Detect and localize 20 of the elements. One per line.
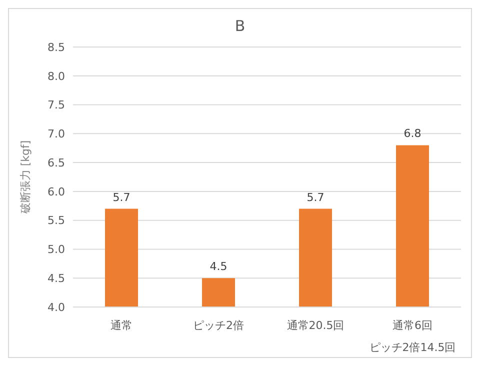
chart-title: B	[234, 16, 246, 37]
x-tick-label: 通常	[110, 319, 132, 332]
data-label: 6.8	[404, 127, 422, 140]
y-tick-label: 4.5	[48, 272, 65, 286]
y-tick-label: 8.5	[48, 40, 65, 54]
y-tick-label: 7.0	[48, 128, 65, 141]
y-tick-label: 5.5	[48, 214, 65, 228]
y-tick-label: 4.0	[48, 300, 65, 314]
data-label: 5.7	[112, 190, 130, 204]
x-tick-label: 通常20.5回	[286, 319, 344, 332]
y-tick-label: 8.0	[48, 70, 65, 83]
y-tick-label: 6.0	[48, 185, 65, 198]
data-label: 5.7	[306, 190, 324, 204]
y-tick-label: 6.5	[48, 156, 65, 170]
x-tick-label: 通常6回ピッチ2倍14.5回	[369, 319, 456, 354]
y-tick-label: 7.5	[48, 98, 65, 112]
y-tick-label: 5.0	[48, 243, 65, 256]
y-axis-title: 破断張力 [kgf]	[18, 140, 32, 215]
x-tick-label: ピッチ2倍	[193, 319, 244, 332]
data-label: 4.5	[210, 260, 228, 274]
